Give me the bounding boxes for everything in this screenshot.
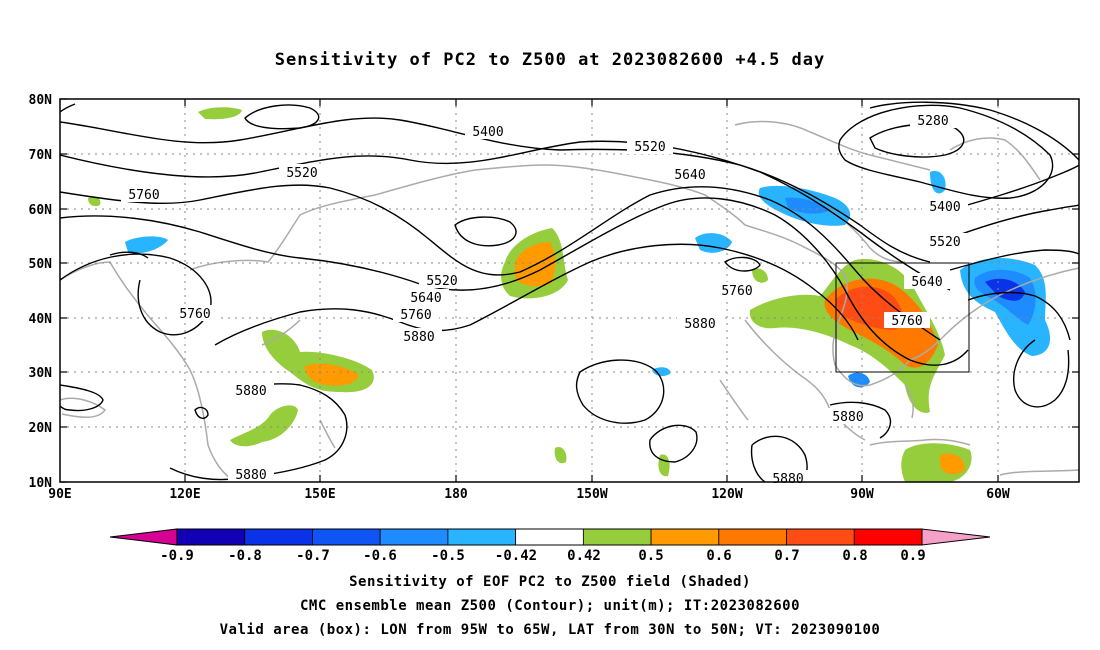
contour-labels: 5400 5520 5520 5640 5760 5760 5520 5640 …: [121, 112, 968, 487]
caption-contour: CMC ensemble mean Z500 (Contour); unit(m…: [299, 598, 800, 614]
colorbar-label: -0.7: [296, 548, 330, 564]
colorbar-cell: [718, 528, 787, 546]
colorbar-cell: [582, 528, 652, 546]
lat-label: 60N: [29, 203, 53, 218]
lon-label: 150W: [576, 487, 607, 502]
lat-label: 70N: [29, 148, 53, 163]
lat-label: 30N: [29, 366, 53, 381]
contour-label: 5880: [403, 330, 434, 345]
lat-label: 20N: [29, 421, 53, 436]
z500-contours: [60, 101, 1079, 482]
colorbar-cell: [244, 528, 313, 546]
colorbar-cell: [312, 528, 381, 546]
contour-label: 5880: [832, 410, 863, 425]
latitude-labels: 80N 70N 60N 50N 40N 30N 20N 10N: [29, 93, 53, 491]
colorbar-cell: [650, 528, 720, 546]
contour-label: 5520: [634, 140, 665, 155]
colorbar-label: 0.9: [900, 548, 925, 564]
contour-label: 5520: [929, 235, 960, 250]
shade-positive: [752, 268, 768, 283]
contour-label: 5520: [426, 274, 457, 289]
sensitivity-shading: [88, 107, 1051, 482]
colorbar-label: -0.6: [363, 548, 397, 564]
contour-label: 5760: [179, 307, 210, 322]
colorbar-cell: [853, 528, 923, 546]
shade-positive: [304, 363, 359, 386]
caption-shading: Sensitivity of EOF PC2 to Z500 field (Sh…: [349, 574, 751, 590]
shade-positive: [230, 405, 298, 447]
lon-label: 90W: [850, 487, 874, 502]
lon-label: 150E: [304, 487, 335, 502]
colorbar-label: -0.8: [228, 548, 262, 564]
lon-label: 60W: [986, 487, 1010, 502]
colorbar-cell: [515, 528, 584, 546]
contour-label: 5760: [721, 284, 752, 299]
colorbar-cell: [379, 528, 449, 546]
contour-label: 5400: [472, 125, 503, 140]
shade-positive: [88, 196, 101, 207]
colorbar: -0.9 -0.8 -0.7 -0.6 -0.5 -0.42 0.42 0.5 …: [109, 528, 991, 564]
colorbar-label: -0.5: [431, 548, 465, 564]
contour-label: 5640: [674, 168, 705, 183]
colorbar-label: 0.6: [706, 548, 731, 564]
colorbar-high-triangle: [922, 529, 990, 545]
contour-label: 5760: [128, 188, 159, 203]
contour-label: 5640: [911, 275, 942, 290]
colorbar-cell: [447, 528, 517, 546]
shade-positive: [554, 446, 567, 464]
colorbar-label: -0.9: [160, 548, 194, 564]
lon-label: 120W: [711, 487, 742, 502]
colorbar-label: 0.42: [567, 548, 601, 564]
colorbar-label: 0.7: [774, 548, 799, 564]
shade-negative: [125, 236, 168, 254]
contour-label: 5760: [891, 314, 922, 329]
lon-label: 90E: [48, 487, 71, 502]
colorbar-label: 0.8: [842, 548, 867, 564]
contour-label: 5880: [772, 472, 803, 487]
contour-label: 5880: [684, 317, 715, 332]
longitude-labels: 90E 120E 150E 180 150W 120W 90W 60W: [48, 487, 1010, 502]
contour-label: 5640: [410, 291, 441, 306]
lat-label: 10N: [29, 476, 53, 491]
contour-label: 5520: [286, 166, 317, 181]
colorbar-label: -0.42: [495, 548, 537, 564]
shade-negative: [985, 278, 1025, 301]
lon-label: 180: [444, 487, 468, 502]
lat-label: 80N: [29, 93, 53, 108]
caption-valid-area: Valid area (box): LON from 95W to 65W, L…: [219, 622, 881, 638]
valid-area-box: [835, 262, 970, 373]
lat-label: 40N: [29, 312, 53, 327]
colorbar-cell: [786, 528, 855, 546]
colorbar-cell: [176, 528, 246, 546]
plot-frame: [59, 98, 1080, 483]
lon-label: 120E: [169, 487, 200, 502]
colorbar-cells: [176, 528, 923, 546]
contour-label: 5880: [235, 384, 266, 399]
shade-positive: [940, 453, 965, 475]
colorbar-low-triangle: [110, 529, 177, 545]
colorbar-label: 0.5: [638, 548, 663, 564]
contour-label: 5880: [235, 468, 266, 483]
shade-negative: [785, 197, 830, 214]
contour-label: 5400: [929, 200, 960, 215]
axis-ticks: [60, 98, 1079, 483]
contour-label: 5760: [400, 308, 431, 323]
shade-negative: [652, 367, 671, 377]
shade-positive: [198, 107, 242, 120]
map-title: Sensitivity of PC2 to Z500 at 2023082600…: [274, 50, 826, 70]
lat-label: 50N: [29, 257, 53, 272]
contour-label: 5280: [917, 114, 948, 129]
